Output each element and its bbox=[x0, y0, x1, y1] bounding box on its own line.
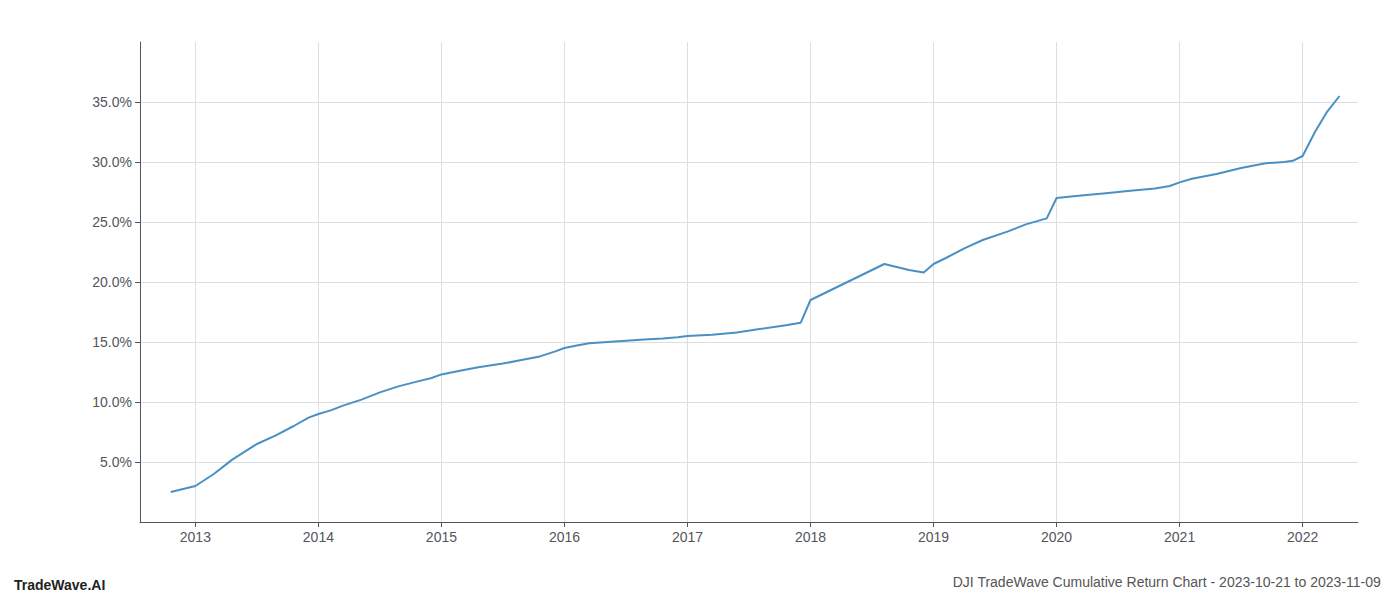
svg-text:2013: 2013 bbox=[180, 529, 211, 545]
svg-text:2018: 2018 bbox=[795, 529, 826, 545]
svg-text:35.0%: 35.0% bbox=[92, 94, 132, 110]
svg-text:30.0%: 30.0% bbox=[92, 154, 132, 170]
svg-text:25.0%: 25.0% bbox=[92, 214, 132, 230]
svg-text:10.0%: 10.0% bbox=[92, 394, 132, 410]
svg-text:TradeWave.AI: TradeWave.AI bbox=[14, 577, 105, 593]
svg-text:2016: 2016 bbox=[549, 529, 580, 545]
svg-text:2022: 2022 bbox=[1287, 529, 1318, 545]
svg-text:2019: 2019 bbox=[918, 529, 949, 545]
svg-text:2015: 2015 bbox=[426, 529, 457, 545]
svg-text:2017: 2017 bbox=[672, 529, 703, 545]
svg-text:2021: 2021 bbox=[1164, 529, 1195, 545]
svg-text:2020: 2020 bbox=[1041, 529, 1072, 545]
svg-text:15.0%: 15.0% bbox=[92, 334, 132, 350]
svg-text:20.0%: 20.0% bbox=[92, 274, 132, 290]
svg-text:2014: 2014 bbox=[303, 529, 334, 545]
svg-text:5.0%: 5.0% bbox=[100, 454, 132, 470]
svg-text:DJI TradeWave Cumulative Retur: DJI TradeWave Cumulative Return Chart - … bbox=[953, 574, 1381, 590]
